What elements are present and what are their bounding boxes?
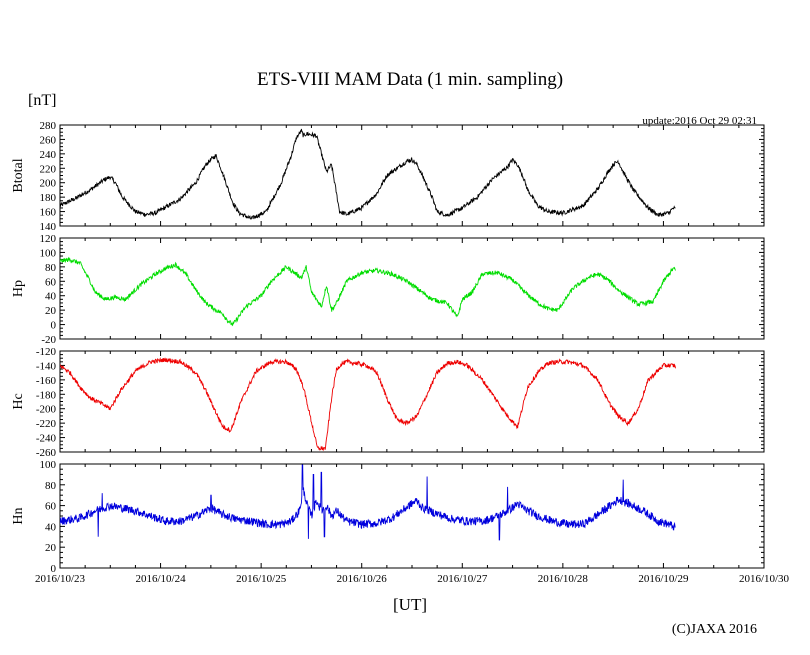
update-text: update:2016 Oct 29 02:31 — [642, 115, 757, 127]
y-tick-label: 0 — [51, 563, 57, 575]
y-tick-label: 160 — [40, 207, 57, 219]
y-tick-label: 40 — [45, 291, 57, 303]
y-tick-label: -180 — [36, 389, 57, 401]
y-tick-label: -240 — [36, 433, 57, 445]
y-tick-label: 60 — [45, 276, 57, 288]
x-tick-label: 2016/10/30 — [739, 573, 790, 585]
series-line-hc — [60, 357, 676, 452]
y-tick-label: 80 — [45, 262, 57, 274]
y-tick-label: 40 — [45, 521, 57, 533]
panel-hp: -20 0 20 40 60 80 100 120 Hp — [11, 233, 765, 346]
x-tick-label: 2016/10/24 — [136, 573, 187, 585]
y-tick-label: -220 — [36, 418, 57, 430]
y-tick-label: 200 — [40, 178, 57, 190]
y-tick-label: 220 — [40, 163, 57, 175]
panel-hn: 0 20 40 60 80 100 Hn — [11, 459, 765, 575]
x-tick-label: 2016/10/27 — [437, 573, 488, 585]
y-tick-label: 280 — [40, 120, 57, 132]
panel-frame — [59, 124, 765, 227]
panel-btotal: 140 160 180 200 220 240 260 280 Btotal — [11, 120, 765, 233]
panel-frame — [59, 237, 765, 340]
panel-frame — [59, 463, 765, 569]
series-line-btotal — [60, 128, 676, 220]
y-tick-label: 240 — [40, 149, 57, 161]
y-axis-label: Hp — [11, 280, 26, 297]
series-line-hn — [60, 464, 676, 541]
panel-hc: -260 -240 -220 -200 -180 -160 -140 -120 Hc — [11, 346, 765, 459]
x-tick-label: 2016/10/29 — [638, 573, 689, 585]
y-tick-label: 20 — [45, 542, 57, 554]
y-tick-label: 180 — [40, 192, 57, 204]
y-axis-label: Hn — [11, 507, 26, 524]
y-axis-label: Btotal — [11, 158, 26, 192]
copyright-text: (C)JAXA 2016 — [672, 622, 757, 637]
x-tick-label: 2016/10/26 — [337, 573, 388, 585]
y-tick-label: -140 — [36, 360, 57, 372]
x-tick-label: 2016/10/28 — [538, 573, 589, 585]
y-tick-label: -120 — [36, 346, 57, 358]
panels-group: 140160180200220240260280Btotal-200204060… — [11, 120, 765, 575]
y-tick-label: 140 — [40, 221, 57, 233]
panel-frame — [59, 350, 765, 453]
y-tick-label: 0 — [51, 320, 57, 332]
unit-label: [nT] — [28, 92, 56, 109]
x-tick-label: 2016/10/23 — [35, 573, 86, 585]
y-tick-label: -200 — [36, 404, 57, 416]
y-tick-label: 60 — [45, 501, 57, 513]
y-tick-label: -20 — [41, 334, 56, 346]
y-tick-label: -160 — [36, 375, 57, 387]
y-tick-label: 120 — [40, 233, 57, 245]
x-axis-label: [UT] — [393, 595, 427, 614]
y-axis-label: Hc — [11, 393, 26, 409]
y-tick-label: 100 — [40, 459, 57, 471]
y-tick-label: 20 — [45, 305, 57, 317]
y-tick-label: -260 — [36, 447, 57, 459]
chart-title: ETS-VIII MAM Data (1 min. sampling) — [257, 69, 563, 90]
y-tick-label: 100 — [40, 247, 57, 259]
x-axis: 2016/10/23 2016/10/24 2016/10/25 2016/10/26… — [35, 573, 790, 585]
x-tick-label: 2016/10/25 — [236, 573, 287, 585]
series-line-hp — [60, 256, 676, 327]
y-tick-label: 260 — [40, 134, 57, 146]
y-tick-label: 80 — [45, 480, 57, 492]
